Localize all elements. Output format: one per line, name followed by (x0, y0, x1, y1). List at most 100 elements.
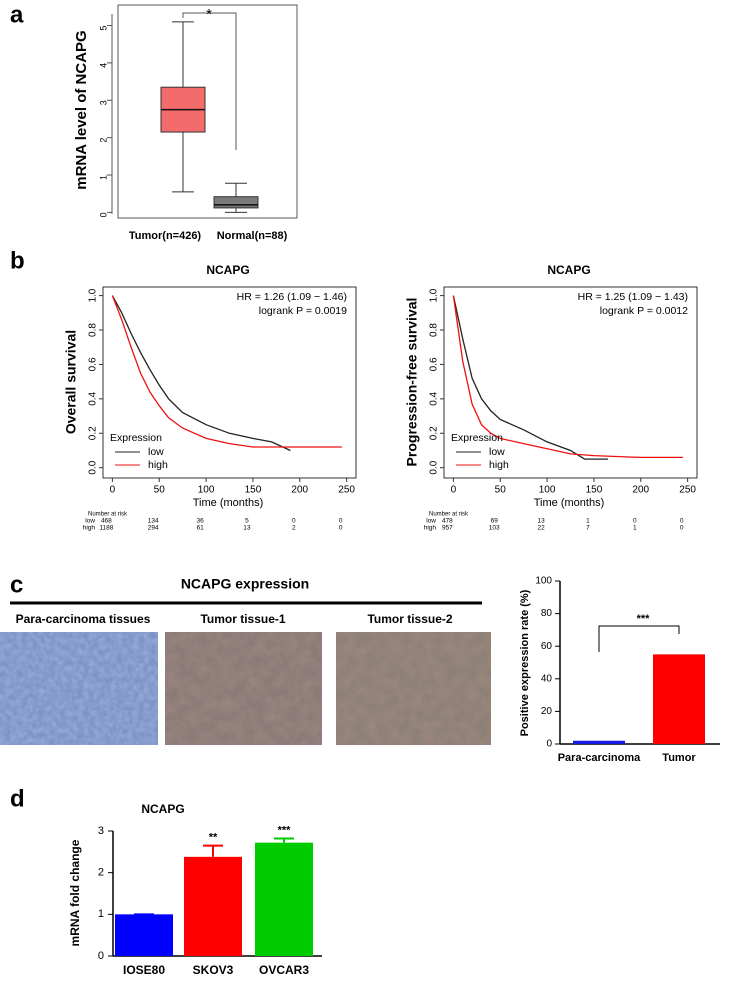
risk-value: 103 (489, 525, 500, 532)
x-tick-label: 250 (679, 485, 696, 496)
y-tick-label: 0.2 (429, 426, 440, 440)
panel-label: d (10, 785, 25, 812)
y-tick-label: 2 (98, 138, 108, 143)
risk-value: 134 (148, 518, 159, 525)
x-tick-label: 200 (632, 485, 649, 496)
risk-row-label: high (424, 525, 437, 532)
risk-value: 294 (148, 525, 159, 532)
x-axis-label: Time (months) (193, 497, 264, 509)
y-tick-label: 0.8 (88, 323, 99, 337)
y-tick-label: 0 (546, 739, 552, 750)
y-tick-label: 0.6 (88, 357, 99, 371)
significance: *** (637, 613, 651, 625)
risk-value: 36 (196, 518, 204, 525)
risk-value: 1 (633, 525, 637, 532)
legend-label: high (148, 459, 168, 471)
plot-frame (117, 4, 298, 219)
y-tick-label: 0.0 (88, 460, 99, 474)
risk-value: 468 (101, 518, 112, 525)
risk-value: 0 (292, 518, 296, 525)
annotation: HR = 1.26 (1.09 − 1.46) (237, 291, 347, 303)
x-tick-label: 150 (586, 485, 603, 496)
y-tick-label: 0 (98, 212, 108, 217)
y-tick-label: 0.8 (429, 323, 440, 337)
bar (573, 740, 625, 744)
annotation: HR = 1.25 (1.09 − 1.43) (578, 291, 688, 303)
y-tick-label: 0.0 (429, 460, 440, 474)
risk-value: 957 (442, 525, 453, 532)
y-tick-label: 3 (98, 100, 108, 105)
risk-value: 1188 (99, 525, 113, 532)
legend-title: Expression (451, 432, 503, 444)
x-axis-label: Time (months) (534, 497, 605, 509)
risk-value: 22 (537, 525, 545, 532)
risk-row-label: low (426, 518, 436, 525)
y-tick-label: 2 (98, 867, 104, 879)
panel-label: c (10, 571, 23, 598)
x-tick-label: 150 (245, 485, 262, 496)
y-axis-label: mRNA level of NCAPG (73, 30, 90, 189)
significance: ** (209, 831, 218, 843)
y-tick-label: 1 (98, 175, 108, 180)
image-label: Tumor tissue-1 (200, 612, 285, 626)
risk-table-title: Number at risk (429, 512, 469, 518)
survival-curve (111, 295, 342, 448)
y-tick-label: 80 (541, 608, 553, 619)
risk-row-label: low (85, 518, 95, 525)
legend-label: low (148, 446, 164, 458)
risk-value: 478 (442, 518, 453, 525)
panel-label: a (10, 1, 24, 28)
histology-texture (336, 632, 491, 745)
risk-value: 0 (339, 525, 343, 532)
x-tick-label: 100 (198, 485, 215, 496)
risk-value: 0 (680, 525, 684, 532)
risk-value: 13 (243, 525, 251, 532)
survival-curve (452, 295, 683, 459)
survival-curve (452, 295, 608, 460)
risk-value: 13 (537, 518, 545, 525)
y-tick-label: 1 (98, 908, 104, 920)
figure-title: NCAPG expression (181, 576, 309, 592)
chart-title: NCAPG (141, 802, 184, 816)
image-label: Para-carcinoma tissues (16, 612, 151, 626)
y-tick-label: 0.2 (88, 426, 99, 440)
plot-frame (443, 286, 698, 479)
x-tick-label: SKOV3 (193, 963, 234, 977)
significance: *** (278, 824, 292, 836)
y-axis-label: mRNA fold change (68, 839, 82, 946)
y-tick-label: 3 (98, 825, 104, 837)
bar (255, 842, 313, 956)
risk-value: 2 (292, 525, 296, 532)
y-axis-label: Progression-free survival (404, 298, 420, 467)
y-tick-label: 40 (541, 673, 553, 684)
image-label: Tumor tissue-2 (367, 612, 452, 626)
histology-texture (0, 632, 158, 745)
significance: * (206, 6, 212, 23)
annotation: logrank P = 0.0012 (600, 305, 688, 317)
risk-value: 0 (680, 518, 684, 525)
panel-label: b (10, 247, 25, 274)
y-tick-label: 4 (98, 63, 108, 68)
y-tick-label: 60 (541, 641, 553, 652)
x-tick-label: Normal(n=88) (217, 230, 288, 242)
x-tick-label: 50 (154, 485, 166, 496)
risk-value: 0 (633, 518, 637, 525)
risk-value: 0 (339, 518, 343, 525)
x-tick-label: Para-carcinoma (558, 752, 641, 764)
risk-value: 69 (491, 518, 499, 525)
bar (184, 856, 242, 956)
legend-label: low (489, 446, 505, 458)
significance-bracket (182, 12, 237, 150)
risk-value: 61 (196, 525, 204, 532)
y-tick-label: 5 (98, 26, 108, 31)
risk-row-label: high (83, 525, 96, 532)
y-tick-label: 0 (98, 950, 104, 962)
x-tick-label: OVCAR3 (259, 963, 309, 977)
x-tick-label: 0 (110, 485, 116, 496)
x-tick-label: 100 (539, 485, 556, 496)
x-tick-label: 0 (451, 485, 457, 496)
chart-title: NCAPG (547, 263, 590, 277)
x-tick-label: Tumor(n=426) (129, 230, 202, 242)
x-tick-label: 200 (291, 485, 308, 496)
bar (653, 654, 705, 744)
